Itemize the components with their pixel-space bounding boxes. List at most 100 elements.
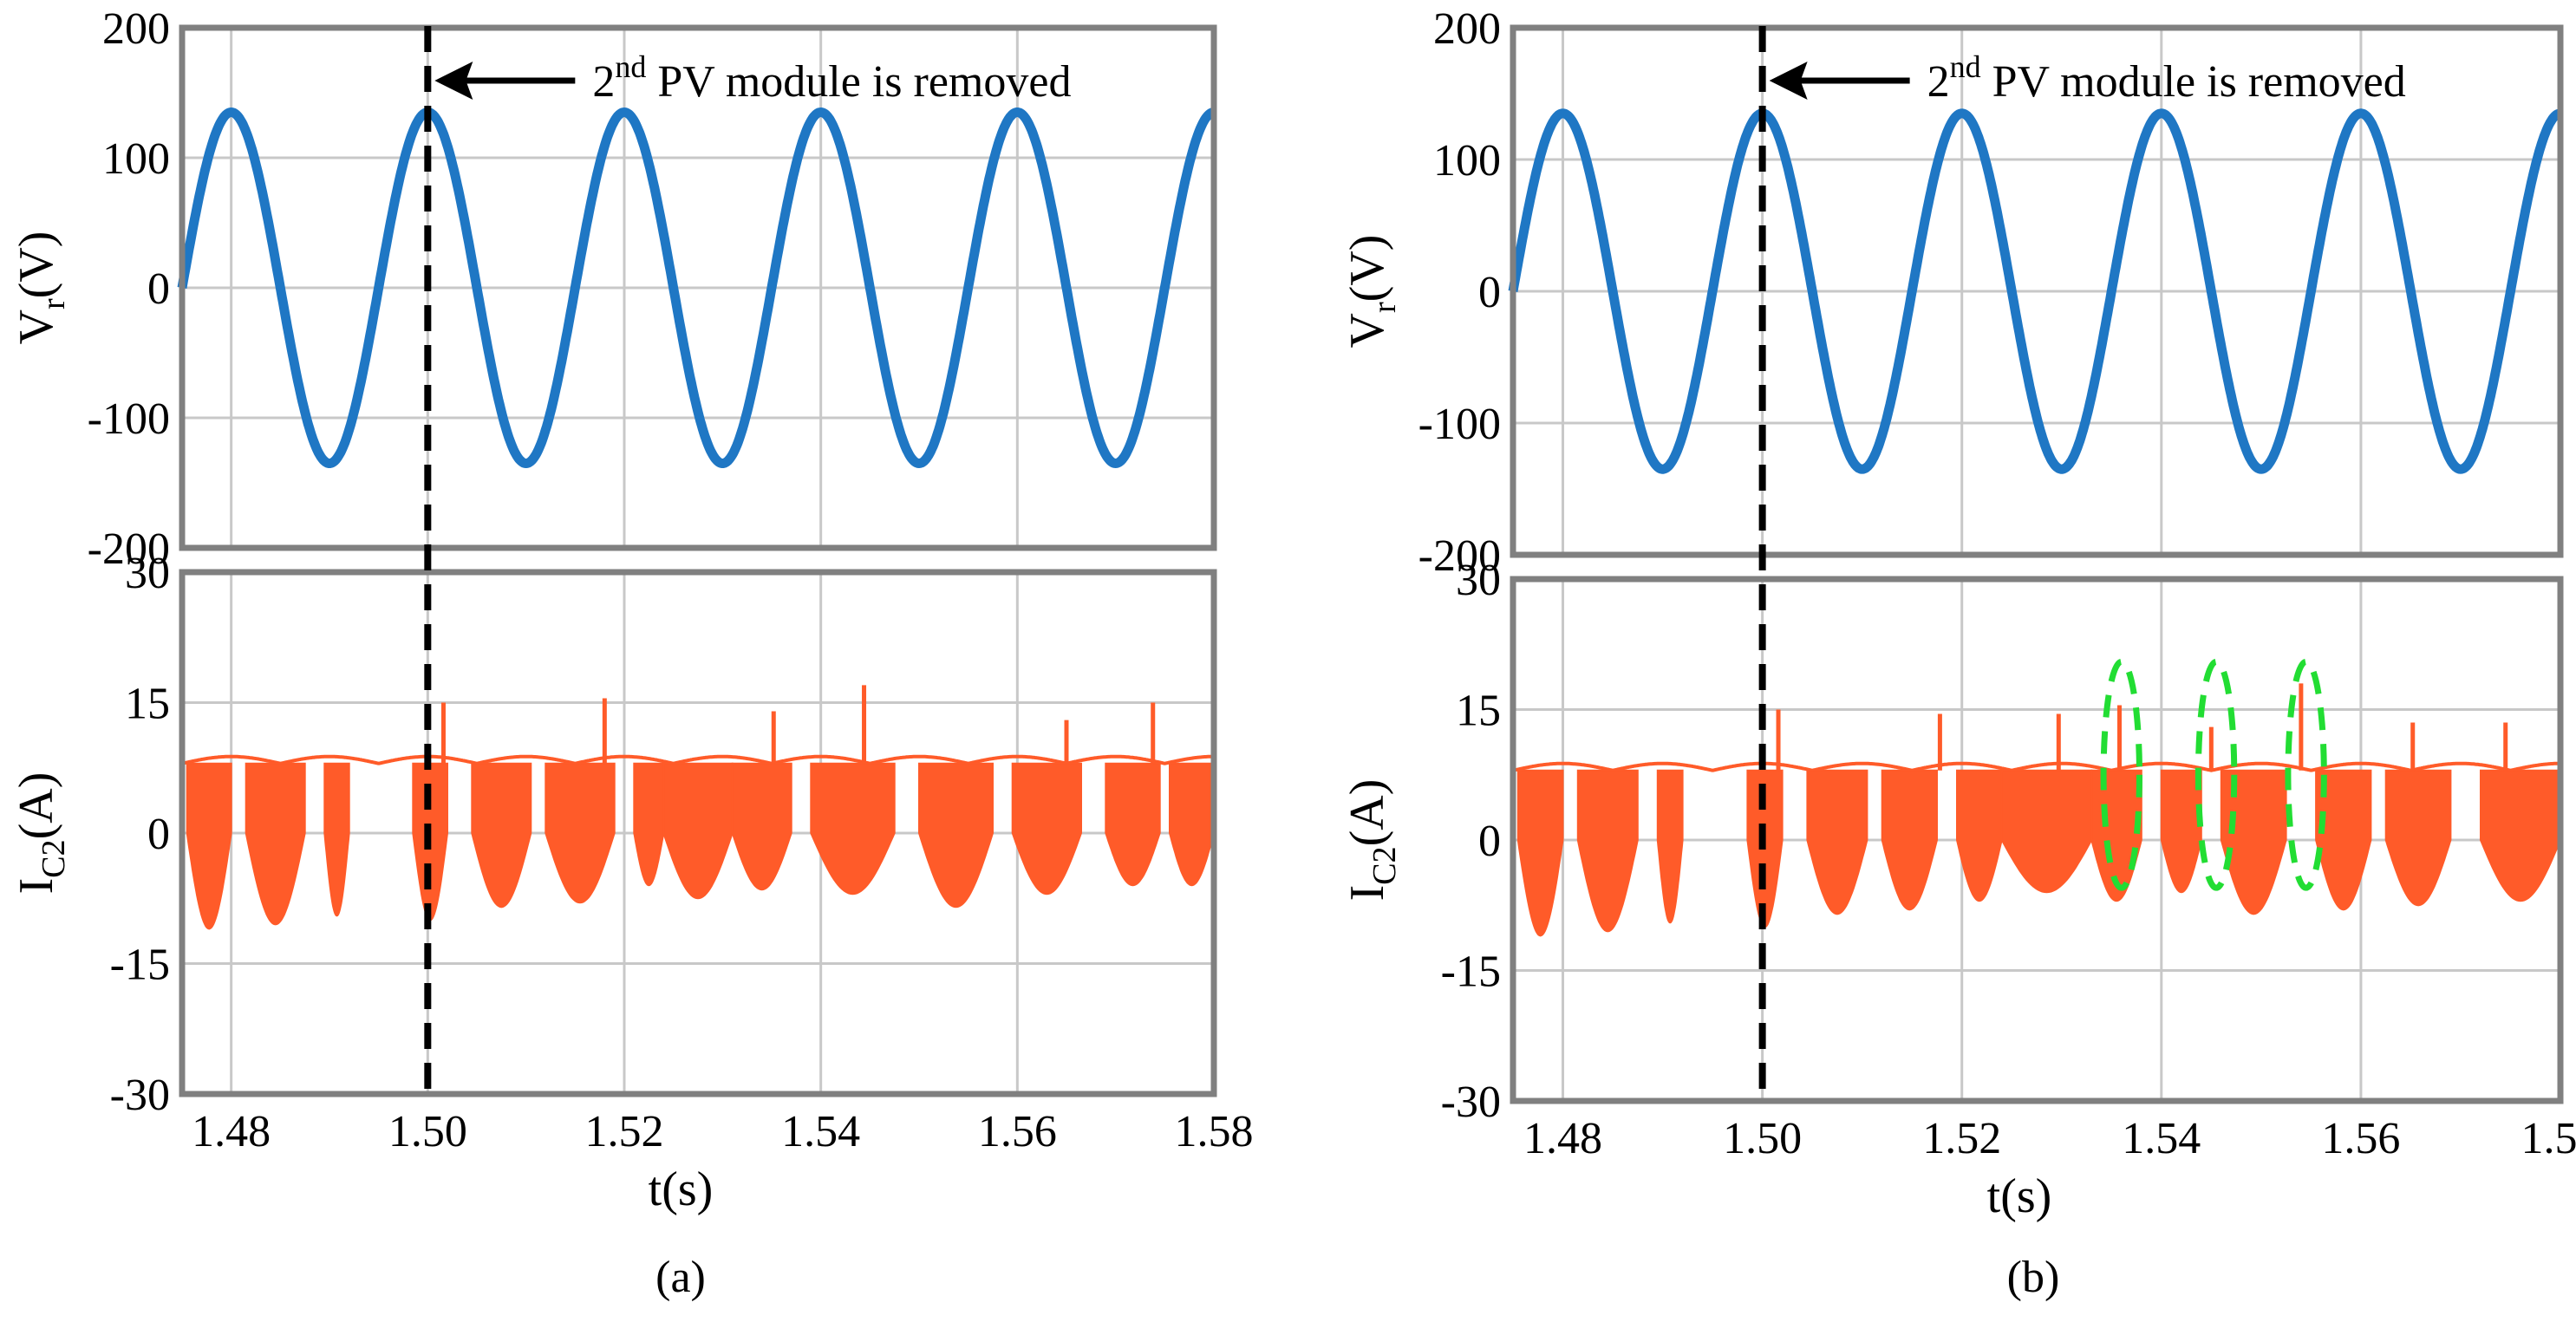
current-switching-lobe [2315,769,2372,911]
x-tick-label: 1.50 [388,1107,467,1156]
y-tick-label: 0 [147,810,170,859]
y-axis-label-unit: (A) [1340,779,1394,847]
y-tick-label: 100 [1433,136,1501,186]
current-switching-lobe [2220,769,2287,915]
x-axis-label: t(s) [1987,1169,2052,1223]
y-axis-label: Vr(V) [1340,235,1403,348]
current-switching-lobe [1806,769,1868,915]
current-switching-lobe [662,762,734,900]
x-tick-label: 1.58 [1175,1107,1254,1156]
y-tick-label: 30 [125,549,170,598]
bottom-plot-frame [179,569,1217,1097]
oscillation-highlight-ellipse [2100,658,2142,891]
annotation-text-body: PV module is removed [1981,57,2406,107]
current-switching-lobe [2384,769,2452,907]
current-switching-lobe [731,762,792,891]
voltage-series-line [177,107,1218,468]
current-upper-envelope [1512,761,2560,772]
y-tick-label: 100 [102,134,170,184]
current-switching-lobe [545,762,616,904]
y-tick-label: 200 [102,4,170,54]
annotation-arrow-head [434,62,473,100]
y-axis-label-subscript: r [1366,302,1403,313]
current-switching-lobe [1956,769,2003,902]
top-plot-frame [179,24,1217,551]
current-switching-lobe [2000,769,2093,894]
y-axis-label: Vr(V) [10,231,72,345]
y-axis-label-subscript: r [36,298,72,309]
y-axis-label-subscript: C2 [1366,846,1403,884]
current-switching-lobe [1576,769,1639,933]
annotation-text: 2nd PV module is removed [1927,49,2406,107]
y-tick-label: -30 [110,1071,170,1120]
y-axis-label-subscript: C2 [36,839,72,877]
x-tick-label: 1.54 [2122,1114,2201,1163]
y-tick-label: 200 [1433,4,1501,54]
annotation-text-number: 2 [1927,57,1950,107]
y-tick-label: -30 [1441,1078,1501,1127]
voltage-series-line [1508,108,2565,474]
y-axis-label-unit: (V) [1340,235,1394,303]
current-switching-lobe [245,762,306,926]
x-tick-label: 1.52 [585,1107,664,1156]
current-switching-lobe [633,762,665,887]
current-switching-lobe [1881,769,1938,911]
annotation-arrow-head [1769,62,1808,100]
y-axis-label-base: I [1340,885,1394,902]
current-switching-lobe [1656,769,1684,924]
y-axis-label-base: V [1340,313,1394,348]
y-tick-label: -15 [110,941,170,990]
y-tick-label: -200 [88,524,170,574]
current-switching-lobe [471,762,532,908]
top-plot-frame [1510,24,2564,558]
annotation-text-body: PV module is removed [646,57,1071,107]
oscillation-highlight-ellipse [2194,658,2238,891]
y-tick-label: -200 [1418,531,1501,581]
current-switching-lobe [1516,769,1564,937]
annotation-text-superscript: nd [615,49,646,84]
y-tick-label: 15 [125,680,170,729]
x-tick-label: 1.56 [978,1107,1057,1156]
y-tick-label: 0 [1478,817,1501,866]
current-upper-envelope [181,754,1214,765]
y-tick-label: 0 [1478,268,1501,317]
panel-a: 200 100 0 -100 -200 Vr(V) 30 15 0 -15 -30 IC2(A) 1.4… [10,4,1254,1302]
y-axis-label-unit: (A) [10,772,63,840]
y-axis-label-unit: (V) [10,231,63,299]
x-tick-label: 1.58 [2521,1114,2576,1163]
x-tick-label: 1.52 [1922,1114,2001,1163]
bottom-plot-frame [1510,576,2564,1104]
current-switching-lobe [323,762,350,917]
oscillation-highlight-ellipse [2285,658,2327,891]
current-switching-lobe [1105,762,1161,887]
y-tick-label: -100 [1418,400,1501,449]
annotation-text-number: 2 [592,57,615,107]
subfigure-label: (b) [2007,1253,2060,1302]
x-tick-label: 1.54 [781,1107,860,1156]
x-tick-label: 1.50 [1723,1114,1802,1163]
x-axis-label: t(s) [649,1162,714,1216]
y-axis-label: IC2(A) [10,772,72,895]
current-switching-lobe [1011,762,1082,895]
current-switching-lobe [2480,769,2561,902]
current-switching-lobe [1169,762,1215,887]
y-tick-label: -100 [88,394,170,444]
y-tick-label: 30 [1456,556,1501,605]
x-tick-label: 1.56 [2321,1114,2400,1163]
y-tick-label: 15 [1456,687,1501,736]
panel-b: 200 100 0 -100 -200 Vr(V) 30 15 0 -15 -30 IC2(A) 1.4… [1340,4,2576,1302]
current-switching-lobe [2160,769,2202,894]
annotation-text: 2nd PV module is removed [592,49,1071,107]
y-axis-label-base: V [10,309,63,344]
x-tick-label: 1.48 [192,1107,271,1156]
y-axis-label-base: I [10,878,63,895]
current-switching-lobe [810,762,896,895]
current-switching-lobe [186,762,232,930]
y-tick-label: -15 [1441,948,1501,997]
x-tick-label: 1.48 [1523,1114,1602,1163]
subfigure-label: (a) [655,1253,706,1302]
y-axis-label: IC2(A) [1340,779,1403,902]
annotation-text-superscript: nd [1950,49,1981,84]
current-switching-lobe [918,762,994,908]
y-tick-label: 0 [147,264,170,314]
